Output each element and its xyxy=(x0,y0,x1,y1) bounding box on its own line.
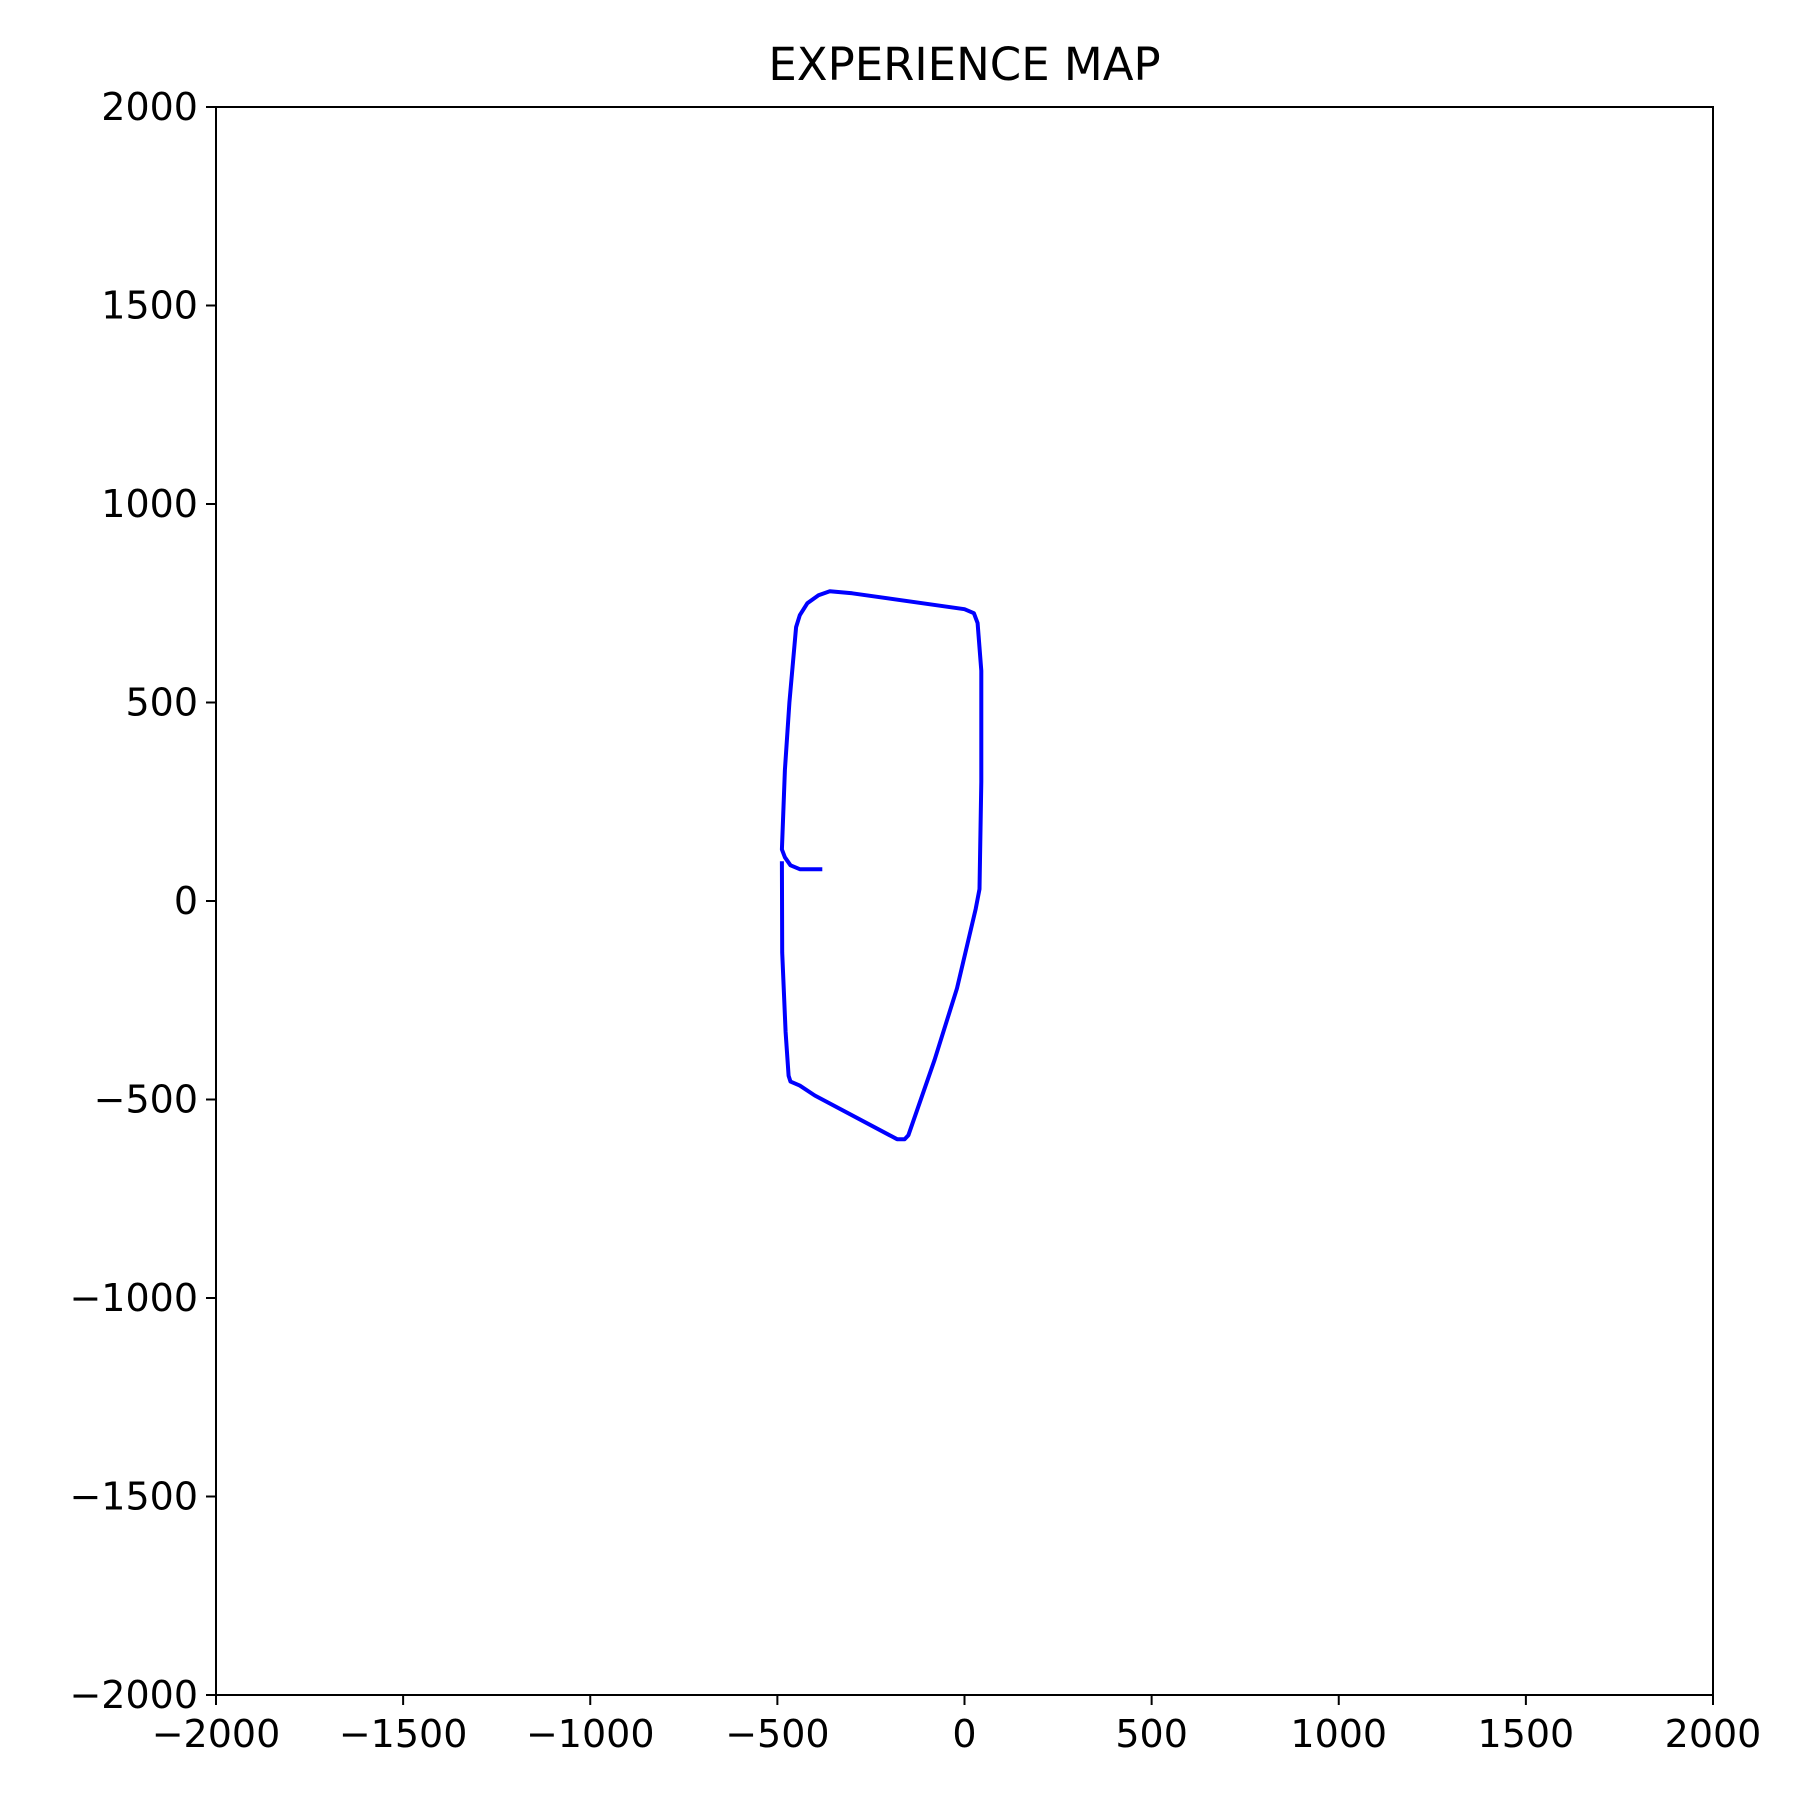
x-tick-label: −500 xyxy=(725,1712,829,1756)
y-tick-label: −1000 xyxy=(69,1276,198,1320)
x-tick-label: 2000 xyxy=(1665,1712,1762,1756)
series-layer xyxy=(779,589,984,1142)
y-tick-label: −500 xyxy=(94,1078,198,1122)
x-tick-label: −2000 xyxy=(152,1712,281,1756)
x-tick-label: 0 xyxy=(952,1712,976,1756)
y-tick-label: −1500 xyxy=(69,1475,198,1519)
y-tick-label: 2000 xyxy=(101,85,198,129)
axes-layer: −2000 −1500 −1000 −500 0 500 1000 1500 2000 −2000… xyxy=(69,85,1761,1756)
x-tick-label: −1500 xyxy=(339,1712,468,1756)
x-tick-label: 500 xyxy=(1115,1712,1188,1756)
y-tick-label: 1500 xyxy=(101,284,198,328)
chart-title: EXPERIENCE MAP xyxy=(768,38,1160,91)
x-tick-label: 1500 xyxy=(1478,1712,1575,1756)
y-tick-label: 0 xyxy=(174,879,198,923)
y-tick-label: 500 xyxy=(125,681,198,725)
y-tick-label: −2000 xyxy=(69,1673,198,1717)
y-tick-label: 1000 xyxy=(101,482,198,526)
x-tick-label: −1000 xyxy=(526,1712,655,1756)
x-tick-label: 1000 xyxy=(1290,1712,1387,1756)
series-line-0 xyxy=(779,589,984,1142)
